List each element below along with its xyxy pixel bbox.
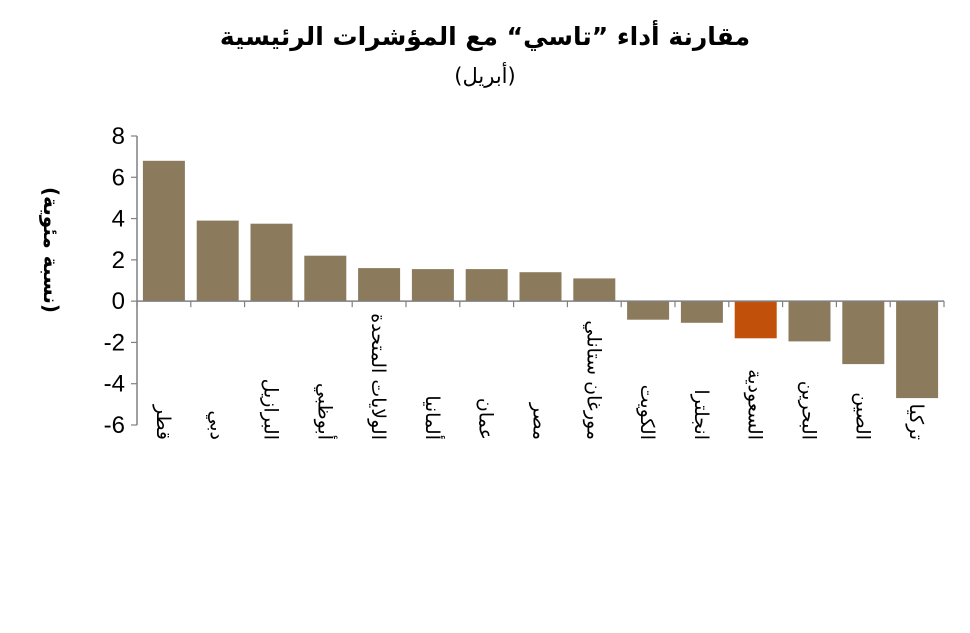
- bar-1: [196, 220, 239, 302]
- bar-14: [896, 301, 939, 399]
- x-tick-label: قطر: [152, 404, 174, 440]
- y-tick-label: 4: [112, 206, 125, 233]
- bar-0: [142, 160, 185, 302]
- x-tick-label: انجلترا: [690, 389, 712, 440]
- y-tick-label: -2: [104, 329, 125, 356]
- x-tick-label: دبي: [206, 410, 228, 440]
- y-tick-label: 6: [112, 164, 125, 191]
- x-axis-labels: قطر دبي البرازيل أبوظبي الولايات المتحدة ألما…: [152, 313, 927, 440]
- bar-7: [519, 272, 562, 302]
- x-tick-label: مصر: [529, 402, 551, 440]
- x-tick-label: تركيا: [905, 404, 927, 440]
- bar-12: [788, 301, 831, 342]
- y-tick-label: -4: [104, 371, 125, 398]
- x-tick-label: عمان: [475, 398, 497, 440]
- chart-subtitle: (أبريل): [454, 64, 516, 88]
- x-tick-label: الصين: [851, 392, 873, 440]
- y-tick-label: 8: [112, 123, 125, 150]
- bar-11: [734, 301, 777, 339]
- axes: [136, 136, 945, 425]
- x-tick-label: البحرين: [798, 381, 820, 440]
- y-tick-label: 2: [112, 247, 125, 274]
- chart-title: مقارنة أداء ”تاسي“ مع المؤشرات الرئيسية: [219, 22, 751, 51]
- x-tick-label: أبوظبي: [313, 383, 337, 440]
- bar-13: [842, 301, 885, 365]
- y-axis-label: (نسبة مئوية): [39, 187, 63, 313]
- y-tick-label: 0: [112, 288, 125, 315]
- bar-6: [465, 269, 508, 302]
- y-tick-label: -6: [104, 412, 125, 439]
- x-tick-label: السعودية: [744, 369, 766, 440]
- bar-9: [627, 301, 670, 320]
- bar-3: [304, 255, 347, 302]
- x-tick-label: مورغان ستانلي: [582, 320, 604, 440]
- x-tick-label: الولايات المتحدة: [367, 313, 389, 440]
- x-tick-label: ألمانيا: [421, 395, 445, 440]
- bars: [142, 160, 939, 399]
- bar-4: [358, 268, 401, 302]
- y-axis-ticks: 8 6 4 2 0 -2 -4 -6: [104, 123, 137, 439]
- bar-10: [680, 301, 723, 323]
- x-tick-label: البرازيل: [260, 379, 282, 440]
- x-tick-label: الكويت: [636, 385, 658, 440]
- bar-8: [573, 278, 616, 302]
- bar-5: [411, 269, 454, 302]
- bar-2: [250, 223, 293, 302]
